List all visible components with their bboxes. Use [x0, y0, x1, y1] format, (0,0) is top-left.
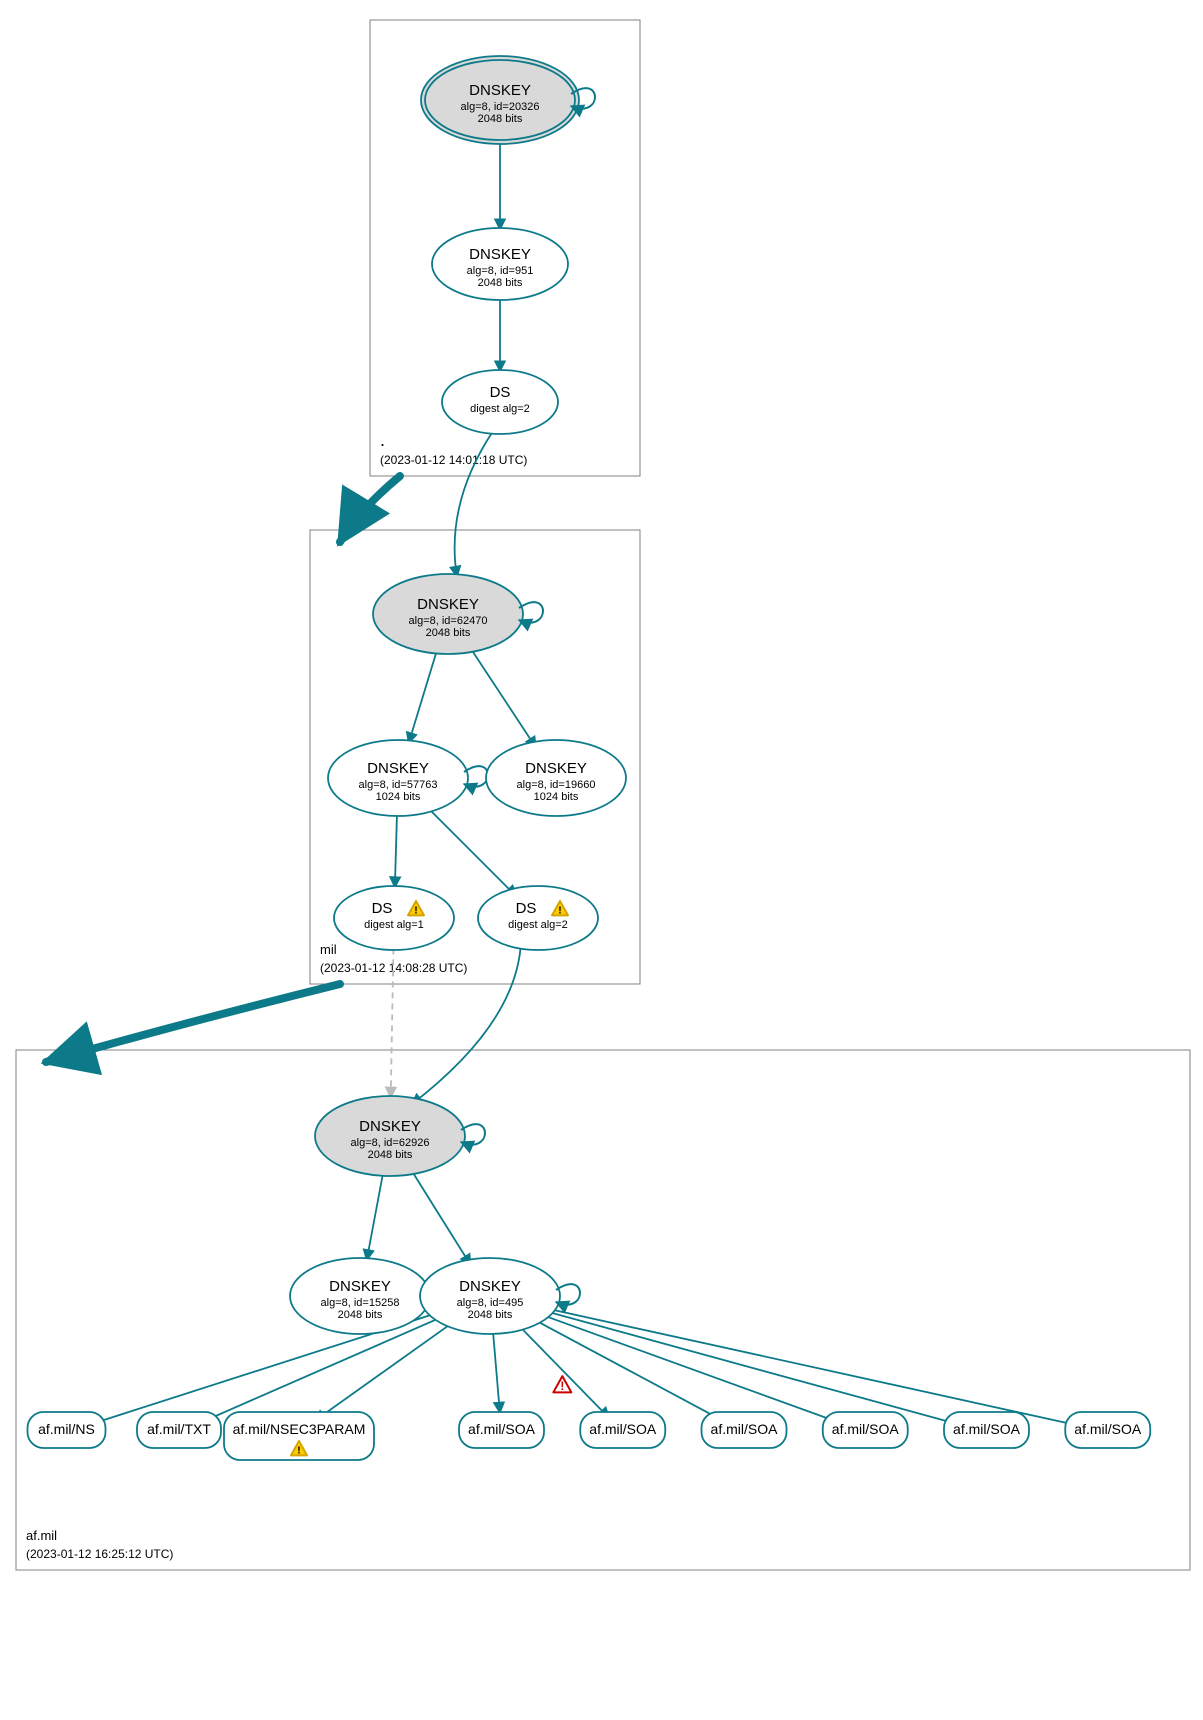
- node-sub2: 2048 bits: [338, 1309, 383, 1321]
- node-title: DNSKEY: [329, 1278, 391, 1295]
- node-sub2: 2048 bits: [368, 1149, 413, 1161]
- node-title: DNSKEY: [469, 82, 531, 99]
- dnssec-graph: . (2023-01-12 14:01:18 UTC) mil (2023-01-12…: [0, 0, 1203, 1720]
- node-title: DS: [516, 900, 537, 917]
- node-sub2: 2048 bits: [478, 277, 523, 289]
- node-n2: [432, 228, 568, 300]
- node-n1: [425, 60, 575, 140]
- node-sub1: alg=8, id=19660: [517, 779, 596, 791]
- node-sub1: alg=8, id=62470: [409, 615, 488, 627]
- node-sub2: 2048 bits: [478, 113, 523, 125]
- zone-timestamp: (2023-01-12 14:01:18 UTC): [380, 453, 527, 467]
- node-title: DNSKEY: [459, 1278, 521, 1295]
- edge: [409, 650, 437, 743]
- node-sub2: 1024 bits: [534, 791, 579, 803]
- edge: [469, 646, 536, 748]
- node-sub2: 2048 bits: [468, 1309, 513, 1321]
- rrset-label: af.mil/SOA: [832, 1421, 900, 1437]
- edge: [525, 1304, 1089, 1428]
- zone-label: af.mil: [26, 1528, 57, 1543]
- node-title: DNSKEY: [469, 246, 531, 263]
- warning-glyph: !: [297, 1445, 300, 1456]
- edge: [424, 804, 517, 897]
- edge: [522, 1313, 727, 1423]
- node-sub1: alg=8, id=15258: [321, 1297, 400, 1309]
- node-n10: [290, 1258, 430, 1334]
- rrset-label: af.mil/SOA: [1074, 1421, 1142, 1437]
- rrset-label: af.mil/TXT: [147, 1421, 211, 1437]
- edge: [525, 1306, 968, 1427]
- node-title: DNSKEY: [417, 596, 479, 613]
- node-n7: [334, 886, 454, 950]
- node-sub1: alg=8, id=20326: [461, 101, 540, 113]
- edge: [395, 814, 397, 888]
- node-title: DS: [372, 900, 393, 917]
- zone-label: .: [380, 430, 385, 450]
- node-n11: [420, 1258, 560, 1334]
- node-sub1: alg=8, id=62926: [351, 1137, 430, 1149]
- node-sub1: alg=8, id=951: [467, 265, 534, 277]
- rrset-label: af.mil/SOA: [711, 1421, 779, 1437]
- zone-timestamp: (2023-01-12 16:25:12 UTC): [26, 1547, 173, 1561]
- node-n3: [442, 370, 558, 434]
- node-sub1: digest alg=2: [508, 919, 568, 931]
- edge: [493, 1332, 500, 1413]
- node-title: DNSKEY: [359, 1118, 421, 1135]
- node-sub1: digest alg=1: [364, 919, 424, 931]
- node-n8: [478, 886, 598, 950]
- edge: [515, 1322, 609, 1419]
- node-sub2: 1024 bits: [376, 791, 421, 803]
- node-n9: [315, 1096, 465, 1176]
- warning-glyph: !: [414, 905, 417, 916]
- node-title: DS: [490, 384, 511, 401]
- rrset-label: af.mil/NSEC3PARAM: [233, 1421, 366, 1437]
- node-title: DNSKEY: [525, 760, 587, 777]
- node-n6: [486, 740, 626, 816]
- rrset-label: af.mil/SOA: [589, 1421, 657, 1437]
- zone-box-afmil: [16, 1050, 1190, 1570]
- zone-label: mil: [320, 942, 337, 957]
- node-title: DNSKEY: [367, 760, 429, 777]
- edge: [367, 1173, 383, 1260]
- warning-glyph: !: [558, 905, 561, 916]
- node-sub2: 2048 bits: [426, 627, 471, 639]
- node-n5: [328, 740, 468, 816]
- rrset-label: af.mil/NS: [38, 1421, 95, 1437]
- node-sub1: digest alg=2: [470, 403, 530, 415]
- edge: [524, 1308, 847, 1425]
- node-n4: [373, 574, 523, 654]
- rrset-label: af.mil/SOA: [468, 1421, 536, 1437]
- node-sub1: alg=8, id=57763: [359, 779, 438, 791]
- edge: [410, 1168, 471, 1265]
- zone-edge: [340, 476, 400, 542]
- warning-glyph: !: [560, 1380, 564, 1393]
- rrset-label: af.mil/SOA: [953, 1421, 1021, 1437]
- node-sub1: alg=8, id=495: [457, 1297, 524, 1309]
